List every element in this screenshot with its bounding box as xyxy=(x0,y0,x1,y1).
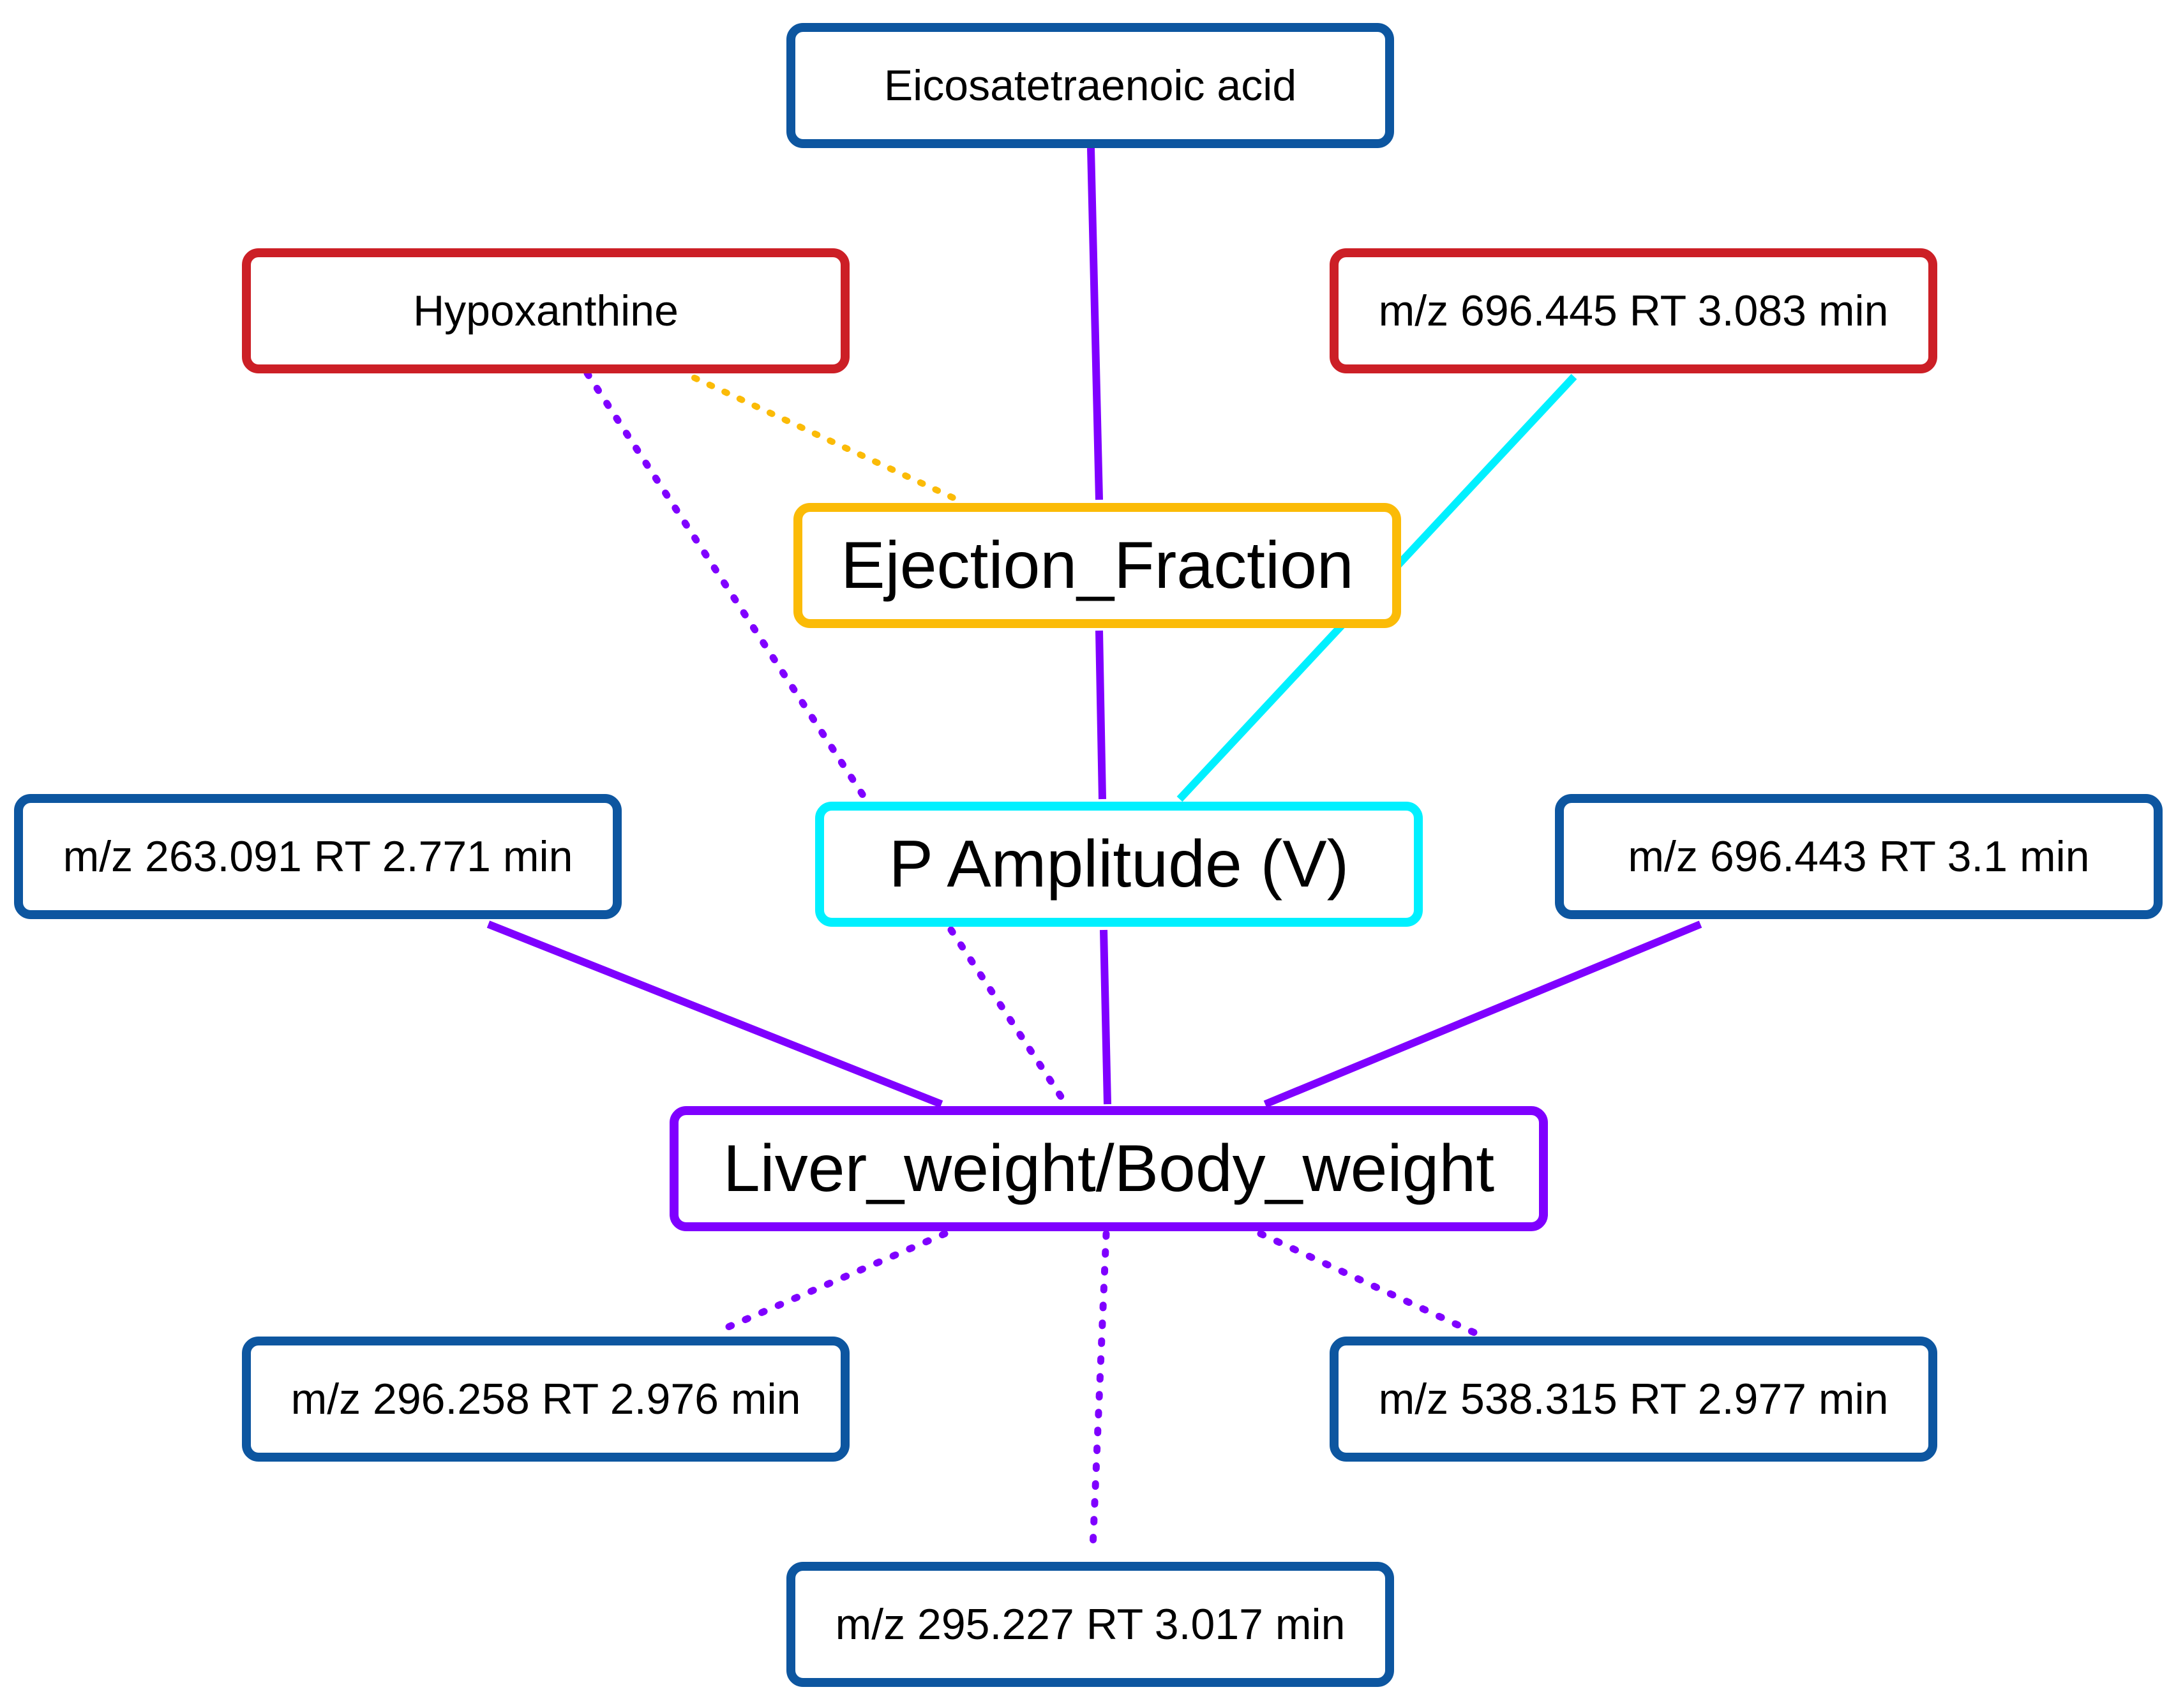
node-ejection-fraction-label: Ejection_Fraction xyxy=(841,528,1354,603)
node-mz-296-258: m/z 296.258 RT 2.976 min xyxy=(242,1337,850,1462)
node-mz-263-091-label: m/z 263.091 RT 2.771 min xyxy=(63,832,573,881)
node-mz-696-445: m/z 696.445 RT 3.083 min xyxy=(1330,248,1937,373)
edge-liver-mz295227 xyxy=(1089,1230,1110,1552)
node-hypoxanthine: Hypoxanthine xyxy=(242,248,850,373)
node-mz-295-227-label: m/z 295.227 RT 3.017 min xyxy=(835,1600,1346,1649)
node-ejection-fraction: Ejection_Fraction xyxy=(793,503,1401,628)
node-p-amplitude-label: P Amplitude (V) xyxy=(889,827,1349,901)
node-mz-696-443-label: m/z 696.443 RT 3.1 min xyxy=(1628,832,2090,881)
edge-p-amplitude-liver-solid xyxy=(1100,929,1111,1105)
edge-liver-mz538315 xyxy=(1257,1230,1478,1337)
node-p-amplitude: P Amplitude (V) xyxy=(815,802,1423,927)
node-hypoxanthine-label: Hypoxanthine xyxy=(413,287,679,335)
node-mz-696-443: m/z 696.443 RT 3.1 min xyxy=(1555,794,2163,919)
edge-liver-mz296258 xyxy=(711,1230,949,1337)
edge-p-amplitude-liver-dotted xyxy=(947,926,1070,1108)
node-mz-263-091: m/z 263.091 RT 2.771 min xyxy=(14,794,622,919)
edge-hypoxanthine-ejection-fraction xyxy=(691,375,961,503)
node-mz-295-227: m/z 295.227 RT 3.017 min xyxy=(786,1562,1394,1687)
node-mz-296-258-label: m/z 296.258 RT 2.976 min xyxy=(290,1375,801,1423)
edge-eicosatetraenoic-ejection-fraction xyxy=(1087,147,1103,500)
node-eicosatetraenoic-acid: Eicosatetraenoic acid xyxy=(786,23,1394,148)
node-liver-body-weight-label: Liver_weight/Body_weight xyxy=(723,1131,1495,1206)
edge-ejection-fraction-p-amplitude xyxy=(1095,630,1106,800)
node-mz-538-315-label: m/z 538.315 RT 2.977 min xyxy=(1378,1375,1889,1423)
edge-mz263091-liver xyxy=(486,920,943,1108)
edge-hypoxanthine-p-amplitude xyxy=(583,370,869,803)
node-liver-body-weight: Liver_weight/Body_weight xyxy=(670,1106,1548,1231)
node-eicosatetraenoic-acid-label: Eicosatetraenoic acid xyxy=(883,61,1297,110)
node-mz-538-315: m/z 538.315 RT 2.977 min xyxy=(1330,1337,1937,1462)
node-mz-696-445-label: m/z 696.445 RT 3.083 min xyxy=(1378,287,1889,335)
edge-mz696443-liver xyxy=(1263,920,1702,1108)
